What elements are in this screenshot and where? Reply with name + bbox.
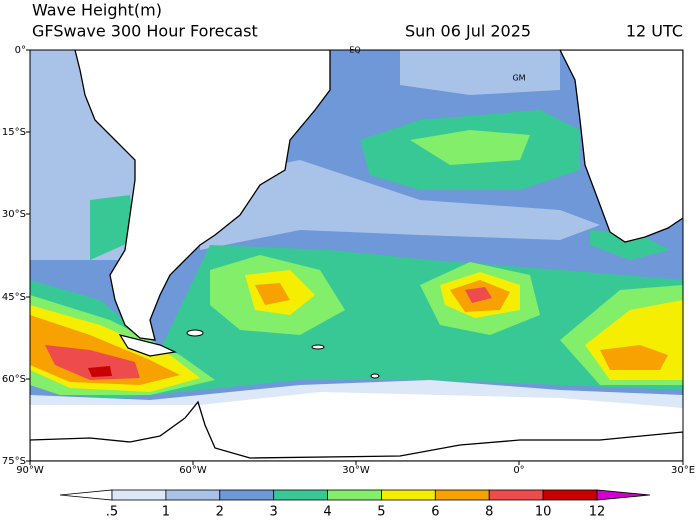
wave-map	[30, 50, 683, 461]
lon-label: 30°W	[342, 465, 370, 476]
zone-3-4m	[590, 230, 670, 260]
lat-label: 30°S	[2, 209, 26, 220]
lat-label: 0°	[15, 45, 26, 56]
colorbar-label: .5	[106, 505, 118, 520]
title: Wave Height(m)	[32, 1, 162, 20]
date: Sun 06 Jul 2025	[405, 22, 531, 41]
colorbar-segment	[488, 489, 544, 501]
lat-label: 45°S	[2, 292, 26, 303]
tierra-del-fuego	[118, 334, 178, 357]
colorbar-label: 6	[431, 505, 439, 520]
colorbar-label: 2	[216, 505, 224, 520]
colorbar-segment	[542, 489, 598, 501]
lon-label: 30°E	[671, 465, 695, 476]
zone-6-8m	[600, 345, 668, 370]
zone-1-2m	[200, 160, 600, 250]
colorbar-segment	[111, 489, 167, 501]
colorbar-high	[596, 489, 651, 501]
zone-8-10m	[465, 287, 492, 303]
colorbar-segment	[327, 489, 382, 501]
lon-label: 90°W	[16, 465, 44, 476]
antarctica	[30, 400, 683, 461]
zone-4-5m	[410, 130, 530, 165]
colorbar-segment	[219, 489, 275, 501]
lon-label: 60°W	[179, 465, 207, 476]
lat-label: 60°S	[2, 374, 26, 385]
colorbar-segment	[434, 489, 490, 501]
zone-6-8m	[255, 283, 290, 305]
place-label: EQ	[349, 46, 360, 55]
colorbar-label: 8	[485, 505, 493, 520]
colorbar-label: 4	[323, 505, 331, 520]
colorbar-segment	[165, 489, 221, 501]
place-label: GM	[512, 74, 525, 83]
island	[370, 373, 380, 379]
colorbar-label: 1	[162, 505, 170, 520]
time: 12 UTC	[626, 22, 683, 41]
south-america	[74, 50, 331, 341]
colorbar-low	[59, 489, 113, 501]
africa	[559, 50, 683, 243]
zone-8-10m	[45, 345, 140, 380]
island	[186, 329, 204, 337]
colorbar-label: 12	[589, 505, 606, 520]
subtitle: GFSwave 300 Hour Forecast	[32, 22, 258, 41]
zone-10-12m	[88, 366, 112, 377]
zone-3-4m	[90, 195, 135, 260]
colorbar-segment	[381, 489, 436, 501]
lat-label: 75°S	[2, 456, 26, 467]
zone-1-2m	[400, 50, 560, 95]
island	[311, 344, 325, 350]
colorbar-label: 10	[535, 505, 552, 520]
colorbar-label: 3	[270, 505, 278, 520]
lat-label: 15°S	[2, 127, 26, 138]
colorbar-label: 5	[377, 505, 385, 520]
colorbar-segment	[273, 489, 328, 501]
lon-label: 0°	[513, 465, 524, 476]
